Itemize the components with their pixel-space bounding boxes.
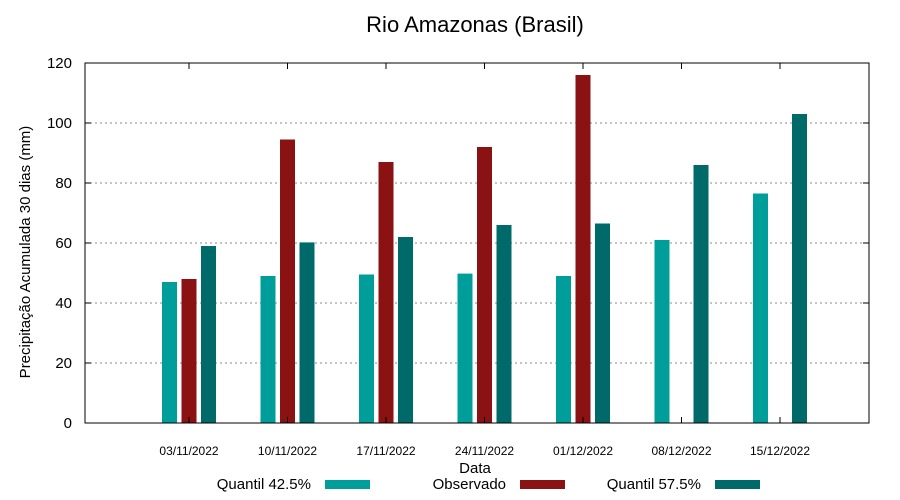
legend: Quantil 42.5% Observado Quantil 57.5% <box>217 476 760 493</box>
x-tick-label: 15/12/2022 <box>750 444 810 458</box>
bar-quantil-57-5 <box>398 237 413 423</box>
y-tick-label: 100 <box>47 115 72 132</box>
axes: 0 20 40 60 80 100 120 03/11/2022 10/11/2022 17/11… <box>47 55 869 458</box>
bar-quantil-42-5 <box>359 274 374 423</box>
bar-quantil-57-5 <box>792 114 807 423</box>
legend-label: Quantil 57.5% <box>607 476 701 493</box>
y-tick-label: 40 <box>55 295 72 312</box>
bar-quantil-57-5 <box>693 165 709 423</box>
legend-swatch <box>520 480 565 489</box>
x-tick-label: 03/11/2022 <box>159 444 218 458</box>
bar-quantil-57-5 <box>595 223 610 423</box>
x-tick-label: 24/11/2022 <box>455 444 514 458</box>
bar-quantil-42-5 <box>556 276 571 423</box>
x-tick-label: 10/11/2022 <box>258 444 317 458</box>
legend-label: Quantil 42.5% <box>217 476 311 493</box>
legend-label: Observado <box>433 476 506 493</box>
y-axis-label: Precipitação Acumulada 30 dias (mm) <box>17 126 34 379</box>
chart-title: Rio Amazonas (Brasil) <box>366 12 584 37</box>
bar-quantil-57-5 <box>299 242 315 423</box>
bar-quantil-57-5 <box>201 246 216 423</box>
x-axis-label: Data <box>459 460 491 477</box>
bars <box>162 75 807 423</box>
bar-quantil-42-5 <box>162 282 177 423</box>
bar-observado <box>378 162 394 423</box>
x-tick-label: 08/12/2022 <box>651 444 711 458</box>
y-tick-label: 60 <box>55 235 72 252</box>
y-tick-label: 20 <box>55 355 72 372</box>
legend-swatch <box>715 480 760 489</box>
x-tick-label: 17/11/2022 <box>356 444 415 458</box>
bar-observado <box>575 75 591 423</box>
bar-quantil-42-5 <box>753 193 768 423</box>
x-tick-label: 01/12/2022 <box>553 444 613 458</box>
bar-observado <box>181 279 197 423</box>
bar-observado <box>477 147 492 423</box>
bar-quantil-57-5 <box>496 225 512 423</box>
y-tick-label: 80 <box>55 175 72 192</box>
bar-quantil-42-5 <box>457 273 473 423</box>
legend-swatch <box>325 480 370 489</box>
bar-observado <box>280 139 295 423</box>
bar-quantil-42-5 <box>260 276 276 423</box>
bar-quantil-42-5 <box>654 240 670 423</box>
y-tick-label: 0 <box>64 415 72 432</box>
y-tick-label: 120 <box>47 55 72 72</box>
